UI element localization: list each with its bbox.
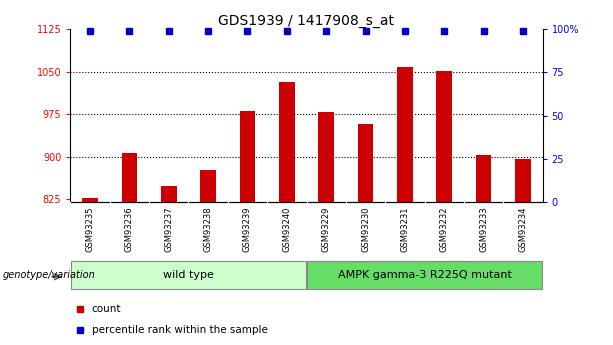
Bar — [318, 112, 334, 202]
Bar — [357, 124, 373, 202]
Bar — [161, 186, 177, 202]
Text: count: count — [92, 304, 121, 314]
Bar — [397, 67, 413, 202]
Text: GSM93230: GSM93230 — [361, 206, 370, 252]
Bar — [200, 170, 216, 202]
Text: GSM93240: GSM93240 — [283, 206, 291, 252]
Text: AMPK gamma-3 R225Q mutant: AMPK gamma-3 R225Q mutant — [338, 270, 511, 280]
Text: GSM93233: GSM93233 — [479, 206, 488, 252]
Bar — [515, 159, 531, 202]
Text: GSM93236: GSM93236 — [125, 206, 134, 252]
Bar — [82, 198, 98, 202]
Text: GSM93235: GSM93235 — [86, 206, 94, 252]
Bar — [436, 71, 452, 202]
Text: GSM93234: GSM93234 — [519, 206, 527, 252]
Bar — [240, 111, 256, 202]
Title: GDS1939 / 1417908_s_at: GDS1939 / 1417908_s_at — [218, 14, 395, 28]
Text: GSM93237: GSM93237 — [164, 206, 173, 252]
Text: GSM93231: GSM93231 — [400, 206, 409, 252]
Text: genotype/variation: genotype/variation — [3, 270, 96, 280]
Bar — [121, 153, 137, 202]
Text: GSM93229: GSM93229 — [322, 206, 330, 252]
Text: GSM93239: GSM93239 — [243, 206, 252, 252]
Bar — [476, 156, 492, 202]
Bar — [307, 262, 542, 289]
Text: GSM93238: GSM93238 — [204, 206, 213, 252]
Text: wild type: wild type — [163, 270, 214, 280]
Text: GSM93232: GSM93232 — [440, 206, 449, 252]
Bar — [279, 82, 295, 202]
Bar — [71, 262, 306, 289]
Text: percentile rank within the sample: percentile rank within the sample — [92, 325, 268, 335]
